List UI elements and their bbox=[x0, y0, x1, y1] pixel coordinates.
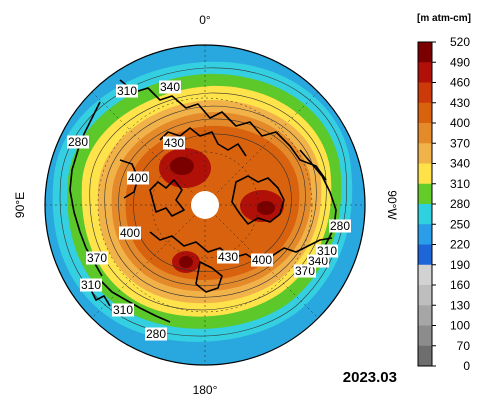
contour-label-c280-bottom: 280 bbox=[146, 327, 166, 341]
contour-label-bg bbox=[251, 253, 273, 267]
contour-label-bg bbox=[316, 244, 338, 258]
colorbar-tick-label: 160 bbox=[450, 278, 470, 292]
colorbar-swatch bbox=[418, 143, 432, 164]
contour-label-c310-top: 310 bbox=[117, 84, 137, 98]
colorbar-tick-label: 100 bbox=[450, 319, 470, 333]
contour-label-c400-right: 400 bbox=[252, 253, 272, 267]
colorbar-swatch bbox=[418, 264, 432, 286]
contour-label-bg bbox=[112, 303, 134, 317]
colorbar-tick-label: 0 bbox=[463, 359, 470, 373]
contour-label-c310-right: 310 bbox=[317, 244, 337, 258]
colorbar-tick-label: 220 bbox=[450, 238, 470, 252]
colorbar-swatch bbox=[418, 123, 432, 144]
contour-label-c430-bottom: 430 bbox=[218, 250, 238, 264]
pole-hole bbox=[191, 191, 219, 219]
colorbar-swatch bbox=[418, 163, 432, 185]
colorbar-tick-label: 310 bbox=[450, 177, 470, 191]
contour-label-c430-top: 430 bbox=[164, 136, 184, 150]
contour-label-c370-left: 370 bbox=[87, 251, 107, 265]
polar-map bbox=[45, 45, 365, 365]
colorbar-tick-label: 400 bbox=[450, 116, 470, 130]
axis-label-top: 0° bbox=[199, 13, 211, 27]
colorbar-tick-label: 520 bbox=[450, 35, 470, 49]
axis-label-left: 90°E bbox=[13, 192, 27, 218]
contour-label-c400-left: 400 bbox=[128, 171, 148, 185]
colorbar-swatch bbox=[418, 62, 432, 83]
colorbar-tick-label: 370 bbox=[450, 136, 470, 150]
max-south-core bbox=[179, 256, 193, 268]
colorbar-swatch bbox=[418, 285, 432, 306]
colorbar-tick-label: 340 bbox=[450, 157, 470, 171]
colorbar-swatch bbox=[418, 102, 432, 124]
colorbar-tick-label: 280 bbox=[450, 197, 470, 211]
contour-label-bg bbox=[217, 250, 239, 264]
axis-label-bottom: 180° bbox=[193, 383, 218, 397]
colorbar-swatch bbox=[418, 325, 432, 347]
colorbar-tick-label: 130 bbox=[450, 298, 470, 312]
contour-label-c340-top: 340 bbox=[160, 80, 180, 94]
colorbar-tick-label: 490 bbox=[450, 55, 470, 69]
contour-label-bg bbox=[127, 171, 149, 185]
contour-label-bg bbox=[67, 135, 89, 149]
colorbar-tick-label: 70 bbox=[457, 339, 471, 353]
colorbar-tick-label: 250 bbox=[450, 217, 470, 231]
colorbar-swatch bbox=[418, 305, 432, 326]
colorbar-swatch bbox=[418, 82, 432, 104]
contour-label-c280-left: 280 bbox=[68, 135, 88, 149]
colorbar-tick-label: 460 bbox=[450, 76, 470, 90]
colorbar-tick-label: 190 bbox=[450, 258, 470, 272]
date-label: 2023.03 bbox=[343, 369, 397, 386]
contour-label-bg bbox=[307, 254, 329, 268]
contour-label-c280-right: 280 bbox=[330, 219, 350, 233]
contour-label-bg bbox=[86, 251, 108, 265]
colorbar-tick-label: 430 bbox=[450, 96, 470, 110]
contour-label-bg bbox=[119, 226, 141, 240]
contour-label-c310-left: 310 bbox=[81, 278, 101, 292]
contour-label-bg bbox=[116, 84, 138, 98]
contour-label-bg bbox=[294, 264, 316, 278]
colorbar-swatch bbox=[418, 204, 432, 225]
colorbar-swatch bbox=[418, 42, 432, 63]
colorbar-unit: [m atm-cm] bbox=[417, 13, 471, 24]
contour-label-bg bbox=[80, 278, 102, 292]
contour-label-c400-lower: 400 bbox=[120, 226, 140, 240]
max-north-a-core bbox=[170, 157, 194, 175]
max-east-core bbox=[257, 201, 275, 215]
colorbar-swatch bbox=[418, 224, 432, 245]
axis-label-right: 90°W bbox=[385, 190, 399, 220]
contour-label-bg bbox=[329, 219, 351, 233]
contour-label-bg bbox=[159, 80, 181, 94]
colorbar-swatch bbox=[418, 244, 432, 266]
colorbar-swatch bbox=[418, 345, 432, 367]
contour-label-bg bbox=[163, 136, 185, 150]
map-border bbox=[44, 44, 366, 366]
colorbar-swatch bbox=[418, 183, 432, 205]
contour-label-c310-bottom: 310 bbox=[113, 303, 133, 317]
contour-label-bg bbox=[145, 327, 167, 341]
colorbar: 520 490 460 430 400 370 340 310 280 250 220 190 160 1… bbox=[417, 35, 471, 373]
